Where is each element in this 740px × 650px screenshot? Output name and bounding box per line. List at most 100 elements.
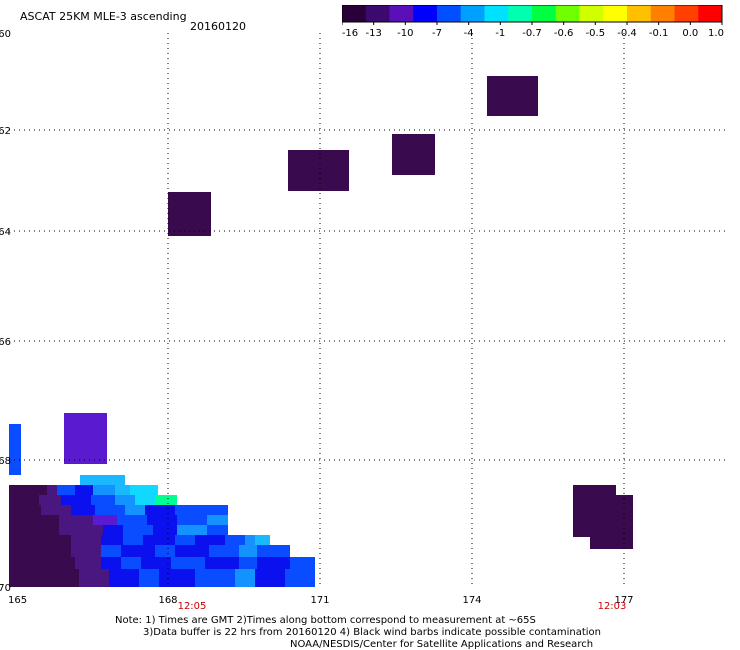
data-cell — [71, 545, 101, 557]
data-cell — [171, 557, 205, 569]
data-cell-block — [487, 76, 538, 116]
colorbar-segment — [698, 5, 723, 22]
lat-label: -68 — [0, 456, 11, 467]
data-cell — [9, 495, 39, 505]
colorbar-tick-label: -7 — [432, 28, 442, 39]
data-cell — [239, 545, 257, 557]
data-cell — [95, 505, 125, 515]
time-label: 12:05 — [178, 601, 207, 612]
data-cell-block — [168, 192, 211, 236]
data-cell — [135, 495, 155, 505]
colorbar-tick-label: 0.0 — [682, 28, 698, 39]
data-cell — [71, 535, 101, 545]
note-line-1: Note: 1) Times are GMT 2)Times along bot… — [115, 615, 536, 626]
data-cell — [123, 525, 153, 535]
data-cell — [71, 505, 95, 515]
data-cell — [123, 535, 143, 545]
data-cell — [101, 545, 121, 557]
colorbar-tick-label: -13 — [365, 28, 381, 39]
colorbar-segment — [365, 5, 390, 22]
data-cell — [9, 545, 71, 557]
data-cell-block — [392, 134, 435, 175]
colorbar-segment — [484, 5, 509, 22]
data-cell — [139, 569, 159, 587]
data-cell — [255, 535, 270, 545]
data-cell — [155, 545, 175, 557]
data-cell — [101, 535, 123, 545]
colorbar-segment — [650, 5, 675, 22]
lon-label: 177 — [614, 595, 633, 606]
colorbar-segment — [555, 5, 580, 22]
data-cell — [115, 485, 130, 495]
data-cell — [205, 557, 239, 569]
colorbar-segment — [532, 5, 557, 22]
colorbar-segment — [437, 5, 462, 22]
colorbar-segment — [603, 5, 628, 22]
data-cell — [9, 569, 79, 587]
lat-label: -60 — [0, 29, 11, 40]
lon-label: 165 — [8, 595, 27, 606]
data-cell — [290, 557, 315, 569]
data-cell-block — [288, 150, 349, 191]
colorbar-tick-label: 1.0 — [708, 28, 724, 39]
note-line-2: 3)Data buffer is 22 hrs from 20160120 4)… — [143, 627, 601, 638]
colorbar-tick-label: -0.1 — [649, 28, 669, 39]
data-cell — [93, 515, 117, 525]
data-cell — [147, 515, 177, 525]
data-cell — [39, 495, 61, 505]
colorbar-tick-label: -10 — [397, 28, 413, 39]
data-cell — [41, 505, 71, 515]
data-cell — [141, 557, 171, 569]
data-cell — [9, 505, 41, 515]
data-cell — [255, 569, 285, 587]
data-cell — [257, 545, 290, 557]
data-cell — [80, 475, 125, 485]
data-cell — [175, 505, 228, 515]
data-cell-block — [64, 413, 107, 464]
data-cell — [177, 525, 207, 535]
data-cell — [115, 495, 135, 505]
data-cell — [209, 545, 239, 557]
colorbar-tick-label: -0.7 — [522, 28, 542, 39]
data-cell — [75, 485, 93, 495]
data-cell — [61, 495, 91, 505]
data-cell — [109, 569, 139, 587]
data-cell — [130, 485, 158, 495]
data-cell — [175, 545, 209, 557]
colorbar: -16 -13 -10 -7 -4 -1 -0.7 -0.6 -0.5 -0.4 -0.1 0.0 1.… — [342, 5, 724, 39]
data-cell — [145, 505, 175, 515]
data-cell — [159, 569, 195, 587]
colorbar-tick-label: -4 — [464, 28, 474, 39]
data-cell — [121, 557, 141, 569]
lon-label: 171 — [310, 595, 329, 606]
data-cell — [177, 515, 207, 525]
data-cell — [239, 557, 257, 569]
colorbar-segment — [460, 5, 485, 22]
map-date: 20160120 — [190, 20, 246, 33]
time-label: 12:03 — [598, 601, 627, 612]
data-cell — [103, 525, 123, 535]
data-cell — [75, 557, 101, 569]
data-cell — [117, 515, 147, 525]
data-cell — [91, 495, 115, 505]
data-cell — [143, 535, 175, 545]
data-cell — [9, 515, 59, 525]
lat-label: -66 — [0, 337, 11, 348]
lat-label: -64 — [0, 227, 11, 238]
colorbar-segment — [579, 5, 604, 22]
data-cell — [245, 535, 255, 545]
data-cell — [155, 495, 177, 505]
data-cell — [9, 535, 71, 545]
colorbar-tick-label: -0.6 — [554, 28, 574, 39]
map-title: ASCAT 25KM MLE-3 ascending — [20, 10, 187, 23]
data-cell — [57, 485, 75, 495]
colorbar-segment — [627, 5, 652, 22]
colorbar-segment — [674, 5, 699, 22]
lon-label: 168 — [158, 595, 177, 606]
data-cell — [153, 525, 177, 535]
data-cell — [9, 557, 75, 569]
data-cell — [235, 569, 255, 587]
data-cell — [93, 485, 115, 495]
colorbar-tick-label: -0.5 — [586, 28, 606, 39]
